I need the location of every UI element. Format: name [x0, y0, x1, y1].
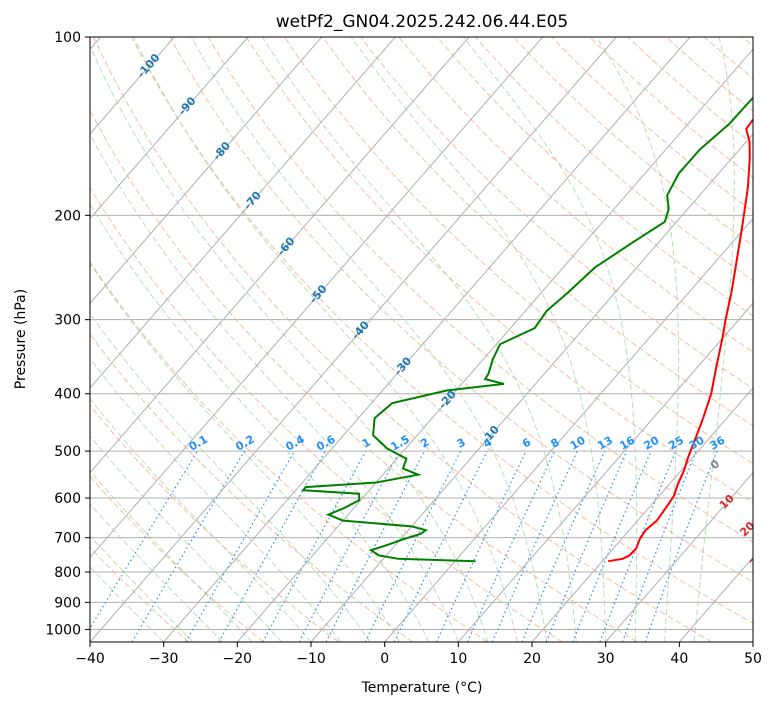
x-tick-label: 50 — [744, 651, 762, 667]
dry-adiabat — [398, 37, 753, 353]
moist-adiabat — [90, 565, 165, 642]
dry-adiabat — [360, 37, 753, 390]
moist-adiabat — [350, 37, 607, 642]
dry-adiabat — [245, 37, 753, 503]
dry-adiabat — [90, 260, 488, 642]
isotherms — [90, 37, 753, 642]
x-tick-label: 0 — [380, 651, 389, 667]
moist-adiabat — [90, 503, 223, 642]
dry-adiabat — [551, 37, 753, 213]
temperature-line — [608, 117, 753, 563]
dry-adiabat — [513, 37, 753, 247]
dry-adiabat — [284, 37, 753, 465]
dry-adiabat — [93, 37, 712, 642]
x-tick-label: 20 — [523, 651, 541, 667]
isotherm-line — [531, 387, 753, 642]
mixing-ratio-line — [435, 450, 527, 642]
dry-adiabats — [90, 37, 753, 642]
y-tick-label: 600 — [54, 491, 81, 507]
moist-adiabat — [595, 37, 679, 642]
x-tick-label: −30 — [149, 651, 179, 667]
isotherm-line — [90, 37, 396, 389]
moist-adiabat — [90, 262, 400, 642]
moist-adiabat — [191, 37, 548, 642]
axis-ticks: −40 −30 −20 −10 0 10 20 30 40 50 100 200 300 400 500 60… — [45, 30, 762, 667]
mixing-ratio-line — [298, 450, 401, 642]
mixing-ratio-line — [262, 450, 367, 642]
moist-adiabat — [90, 470, 253, 642]
isotherm-line — [236, 48, 753, 642]
isotherm-line — [384, 217, 753, 642]
mixing-ratio-line — [393, 450, 488, 642]
y-tick-label: 900 — [54, 595, 81, 611]
moist-adiabat — [462, 37, 638, 642]
mixing-ratio-line — [599, 450, 677, 642]
isotherm-line — [90, 37, 617, 642]
plot-frame — [89, 36, 754, 643]
x-tick-label: −10 — [296, 651, 326, 667]
mixing-ratio-line — [90, 450, 199, 630]
chart-title: wetPf2_GN04.2025.242.06.44.E05 — [276, 12, 568, 32]
moist-adiabat — [90, 535, 194, 642]
isotherm-line — [90, 37, 323, 305]
dry-adiabat — [90, 109, 638, 642]
dry-adiabat — [169, 37, 753, 583]
pressure-gridlines — [90, 37, 753, 630]
moist-adiabats — [90, 37, 735, 642]
dry-adiabat — [322, 37, 753, 427]
isotherm-line — [163, 37, 691, 642]
moist-adiabat — [90, 435, 282, 642]
mixing-ratio-line — [466, 450, 556, 642]
moist-adiabat — [90, 133, 459, 642]
y-tick-label: 700 — [54, 531, 81, 547]
x-tick-label: 30 — [597, 651, 615, 667]
y-tick-label: 200 — [54, 208, 81, 224]
y-tick-label: 400 — [54, 387, 81, 403]
dry-adiabat — [90, 333, 414, 642]
dry-adiabat — [474, 37, 753, 282]
y-tick-label: 100 — [54, 30, 81, 46]
isotherm-line — [90, 37, 249, 220]
y-axis-label: Pressure (hPa) — [13, 289, 29, 389]
dewpoint-line — [301, 96, 753, 563]
moist-adiabat — [90, 44, 489, 642]
mixing-ratio-line — [621, 450, 697, 642]
isotherm-line — [605, 471, 753, 642]
isotherm-line — [90, 37, 470, 474]
y-tick-label: 500 — [54, 444, 81, 460]
isotherm-line — [90, 37, 544, 559]
x-tick-label: −40 — [75, 651, 105, 667]
y-tick-label: 1000 — [45, 622, 81, 638]
dry-adiabat — [207, 37, 753, 543]
y-tick-label: 300 — [54, 313, 81, 329]
x-tick-label: −20 — [223, 651, 253, 667]
sounding-series — [301, 96, 753, 563]
moist-adiabat — [133, 37, 518, 642]
x-axis-label: Temperature (°C) — [361, 680, 483, 696]
moist-adiabat-label: 30 — [747, 550, 767, 570]
moist-adiabat — [90, 357, 341, 642]
dry-adiabat — [436, 37, 753, 317]
x-tick-label: 40 — [670, 651, 688, 667]
moist-adiabat — [262, 37, 577, 642]
moist-adiabat — [693, 37, 735, 642]
y-tick-label: 800 — [54, 565, 81, 581]
x-tick-label: 10 — [449, 651, 467, 667]
